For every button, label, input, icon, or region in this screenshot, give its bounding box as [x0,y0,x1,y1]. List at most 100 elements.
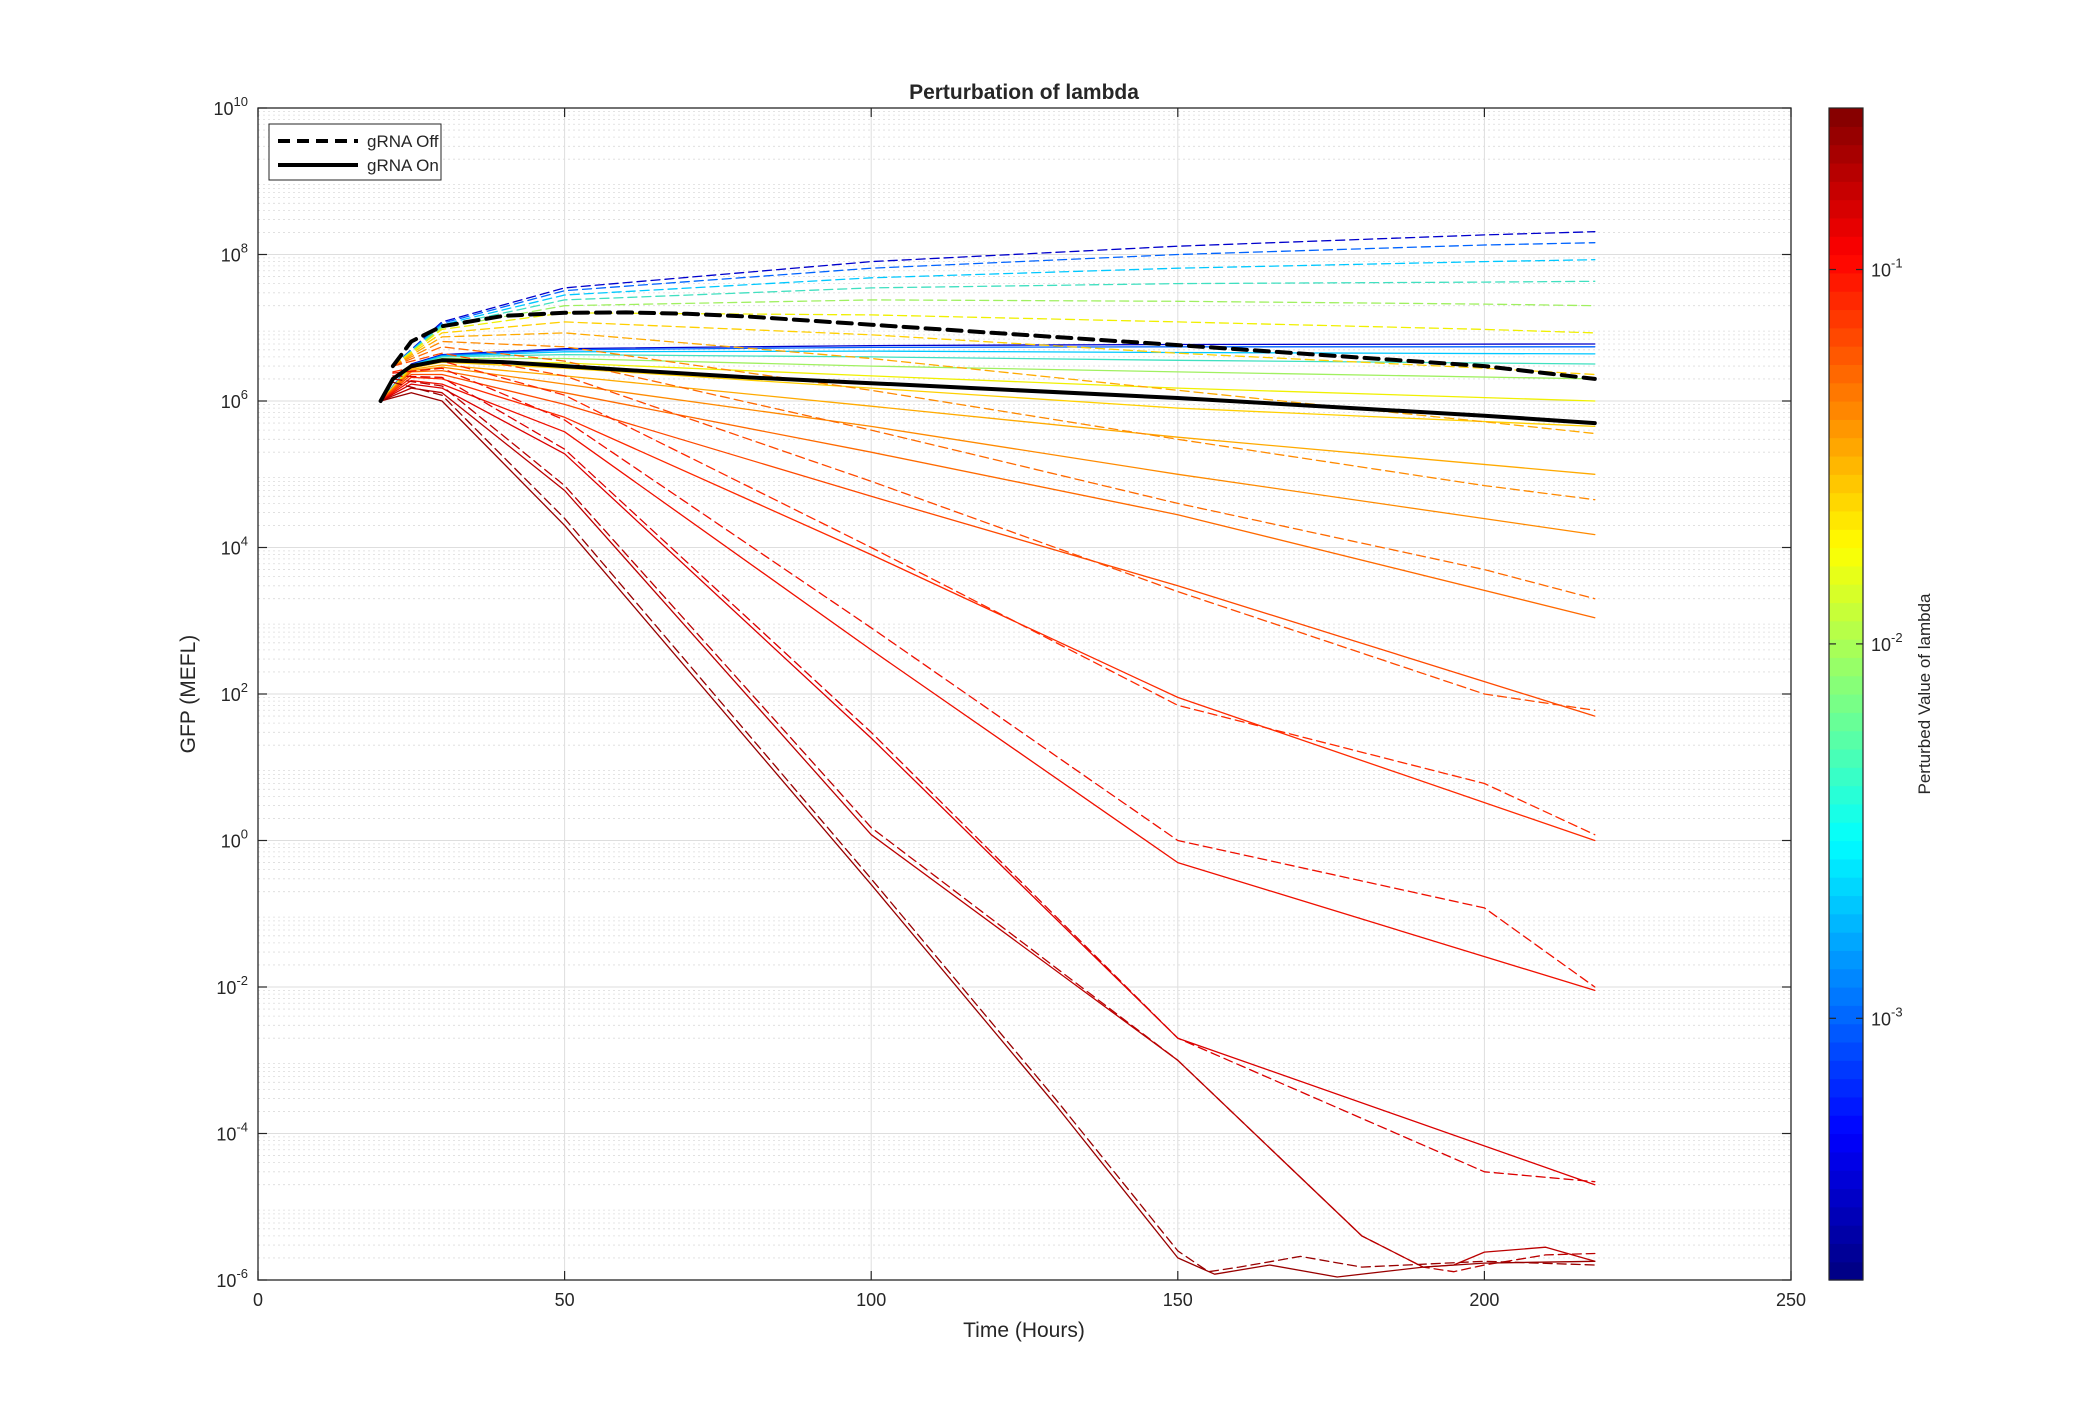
x-tick-label: 50 [555,1290,575,1310]
y-axis-label: GFP (MEFL) [177,635,200,754]
chart-title: Perturbation of lambda [909,81,1139,104]
colorbar-segment [1829,840,1863,860]
colorbar-tick-label: 10-2 [1871,630,1903,655]
series-line-solid [379,383,1596,1186]
colorbar-segment [1829,510,1863,530]
colorbar-segment [1829,492,1863,512]
colorbar-segment [1829,968,1863,988]
colorbar-segment [1829,181,1863,201]
colorbar-segment [1829,1170,1863,1190]
colorbar-segment [1829,1060,1863,1080]
series-line-dashed [392,375,1596,1183]
series-line-dashed [392,231,1596,367]
colorbar-segment [1829,620,1863,640]
series-line-solid [379,366,1596,536]
colorbar-segment [1829,822,1863,842]
colorbar-segment [1829,126,1863,146]
colorbar-segment [1829,932,1863,951]
colorbar-segment [1829,1206,1863,1226]
y-tick-label: 1010 [214,94,249,119]
colorbar-segment [1829,895,1863,915]
colorbar-segment [1829,565,1863,585]
series-layer [378,231,1597,1278]
y-tick-label: 106 [221,387,248,412]
series-line-solid [379,376,1596,842]
colorbar-segment [1829,785,1863,805]
colorbar-segment [1829,144,1863,164]
colorbar-label: Perturbed Value of lambda [1915,593,1934,795]
colorbar-segment [1829,1261,1863,1281]
series-line-dashed [392,346,1596,600]
y-tick-label: 108 [221,241,248,266]
y-tick-label: 102 [221,680,248,705]
colorbar-segment [1829,547,1863,567]
colorbar-segment [1829,327,1863,347]
x-tick-label: 250 [1776,1290,1806,1310]
series-line-dashed [392,367,1596,988]
colorbar-segment [1829,162,1863,182]
legend-box [268,123,442,181]
colorbar-segment [1829,1078,1863,1098]
colorbar-segment [1829,199,1863,219]
series-line-solid [379,387,1596,1268]
colorbar-segment [1829,254,1863,274]
colorbar [1828,107,1864,1281]
legend-label: gRNA On [367,156,439,175]
colorbar-segment [1829,1243,1863,1263]
colorbar-ticks: 10-3 10-2 10-1 [1829,256,1903,1029]
x-axis-label: Time (Hours) [963,1319,1085,1342]
y-tick-label: 10-6 [216,1266,248,1291]
y-tick-label: 10-2 [216,973,248,998]
series-line-dashed [392,352,1596,711]
colorbar-segment [1829,950,1863,970]
series-line-dashed [392,312,1596,367]
x-axis-ticks: 0 50 100 150 200 250 [253,108,1806,1310]
y-tick-label: 104 [221,534,248,559]
colorbar-segment [1829,1023,1863,1043]
colorbar-frame [1828,107,1864,1281]
series-line-dashed [390,310,1597,381]
x-tick-label: 100 [856,1290,886,1310]
x-tick-label: 200 [1469,1290,1499,1310]
colorbar-segment [1829,401,1863,420]
colorbar-segment [1829,1096,1863,1116]
colorbar-segment [1829,455,1863,475]
series-line-dashed [392,299,1596,367]
y-tick-label: 100 [221,827,248,852]
colorbar-segment [1829,602,1863,622]
legend-label: gRNA Off [367,132,439,151]
colorbar-segment [1829,748,1863,768]
colorbar-segment [1829,1151,1863,1171]
colorbar-segment [1829,1115,1863,1135]
series-line-dashed [392,381,1596,1273]
colorbar-tick-label: 10-3 [1871,1004,1903,1029]
colorbar-segment [1829,291,1863,311]
colorbar-segment [1829,474,1863,494]
colorbar-segment [1829,858,1863,878]
colorbar-segment [1829,364,1863,384]
y-tick-label: 10-4 [216,1120,248,1145]
colorbar-segment [1829,712,1863,732]
series-line-dashed [392,332,1596,435]
y-axis-ticks: 10-6 10-4 10-2 100 102 104 106 108 1010 [214,94,1791,1291]
x-tick-label: 0 [253,1290,263,1310]
colorbar-segment [1829,730,1863,750]
colorbar-segment [1829,108,1863,127]
colorbar-segment [1829,529,1863,549]
x-tick-label: 150 [1163,1290,1193,1310]
colorbar-segment [1829,987,1863,1006]
colorbar-segment [1829,309,1863,329]
series-line-dashed [392,242,1596,367]
colorbar-segment [1829,803,1863,823]
series-line-solid [379,373,1596,717]
series-line-solid [378,358,1597,426]
colorbar-segment [1829,913,1863,933]
colorbar-segment [1829,272,1863,292]
colorbar-segment [1829,1133,1863,1153]
colorbar-segment [1829,382,1863,402]
colorbar-segment [1829,639,1863,658]
series-line-dashed [392,321,1596,376]
series-line-dashed [392,340,1596,501]
colorbar-segment [1829,877,1863,897]
